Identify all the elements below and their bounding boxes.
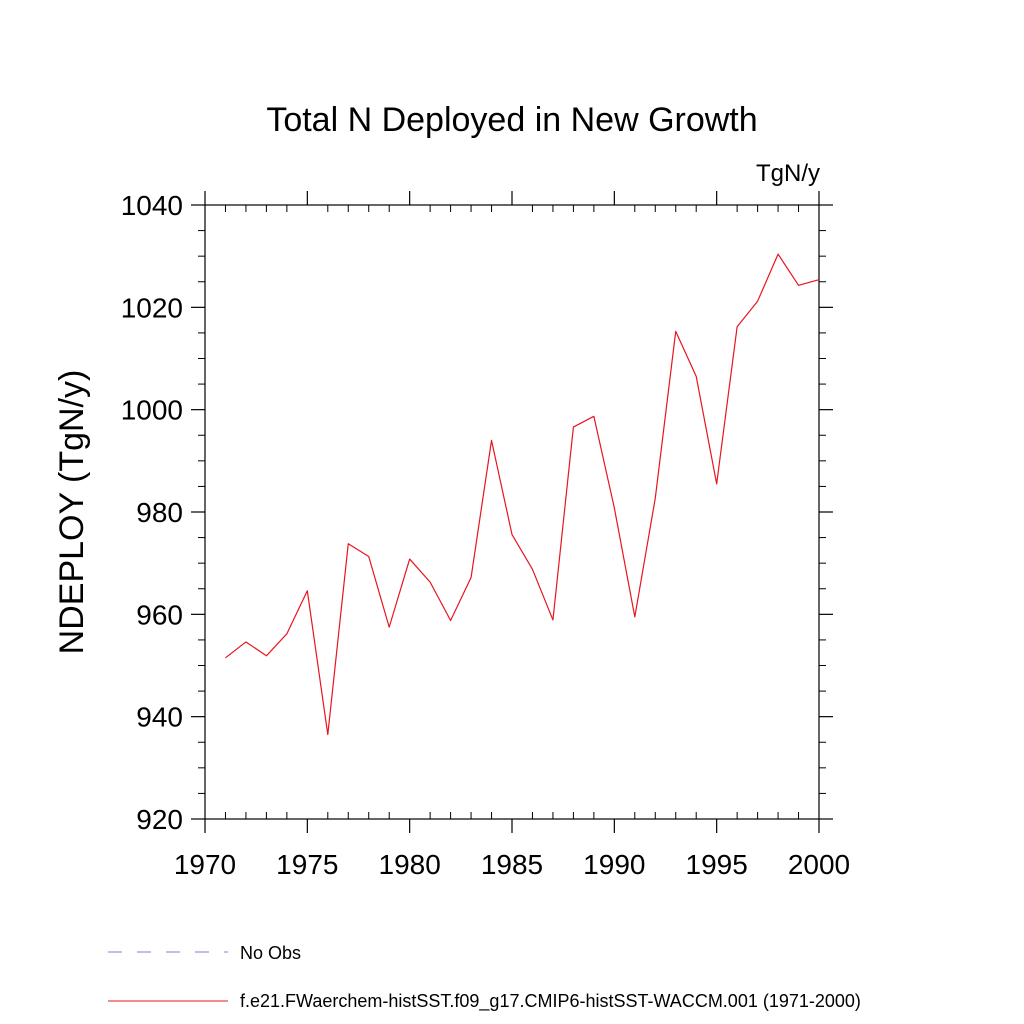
x-tick-label: 1985 — [481, 849, 543, 880]
chart-title: Total N Deployed in New Growth — [266, 101, 757, 139]
y-tick-label: 960 — [136, 599, 183, 630]
x-tick-label: 1975 — [276, 849, 338, 880]
x-tick-labels: 1970 1975 1980 1985 1990 1995 2000 — [174, 849, 850, 880]
x-tick-label: 1995 — [686, 849, 748, 880]
legend: No Obs f.e21.FWaerchem-histSST.f09_g17.C… — [108, 943, 861, 1012]
legend-label-model: f.e21.FWaerchem-histSST.f09_g17.CMIP6-hi… — [240, 991, 861, 1012]
x-tick-label: 1990 — [583, 849, 645, 880]
y-axis-label: NDEPLOY (TgN/y) — [53, 370, 91, 655]
series-lines — [225, 253, 820, 736]
x-tick-label: 1980 — [379, 849, 441, 880]
series-line — [225, 253, 820, 736]
y-tick-label: 980 — [136, 497, 183, 528]
y-tick-label: 940 — [136, 702, 183, 733]
y-tick-label: 1040 — [121, 190, 183, 221]
legend-label-no-obs: No Obs — [240, 943, 301, 963]
y-tick-label: 1000 — [121, 395, 183, 426]
y-tick-labels: 920 940 960 980 1000 1020 1040 — [121, 190, 183, 835]
y-tick-label: 1020 — [121, 292, 183, 323]
units-label: TgN/y — [756, 160, 820, 187]
x-tick-label: 1970 — [174, 849, 236, 880]
y-tick-label: 920 — [136, 804, 183, 835]
x-tick-label: 2000 — [788, 849, 850, 880]
axis-ticks — [191, 191, 833, 833]
plot-frame — [204, 204, 820, 820]
